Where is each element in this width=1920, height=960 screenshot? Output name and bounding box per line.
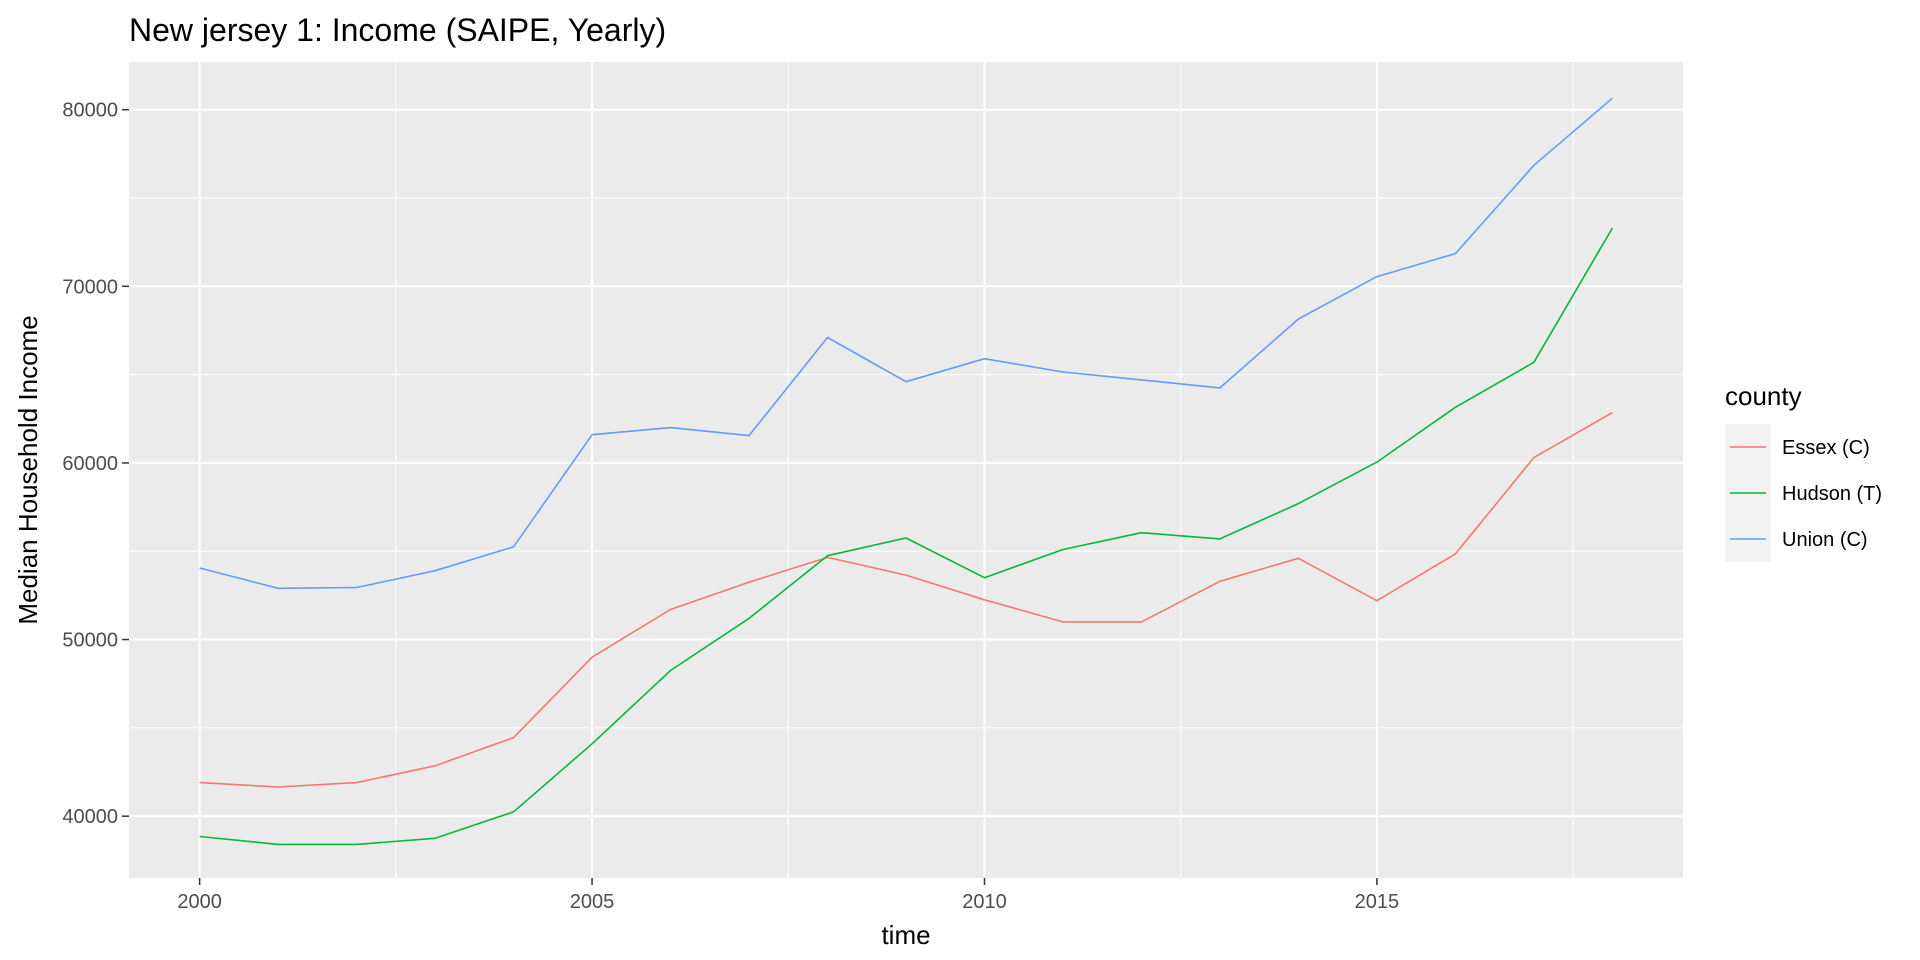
major-gridlines xyxy=(129,62,1683,878)
y-tick-label: 60000 xyxy=(62,453,118,475)
legend-title: county xyxy=(1725,381,1802,411)
legend-label: Hudson (T) xyxy=(1782,483,1882,505)
series-line-hudson-t xyxy=(199,227,1614,846)
y-axis: 40000 50000 60000 70000 80000 xyxy=(62,100,129,828)
x-axis: 2000 2005 2010 2015 xyxy=(177,878,1399,913)
series-line-essex-c xyxy=(199,411,1613,788)
legend-label: Union (C) xyxy=(1782,529,1868,551)
legend: county Essex (C) Hudson (T) Union (C) xyxy=(1725,381,1882,562)
x-tick-label: 2000 xyxy=(177,891,222,913)
plot-panel xyxy=(129,62,1683,878)
y-tick-label: 40000 xyxy=(62,806,118,828)
x-tick-label: 2005 xyxy=(570,891,615,913)
x-tick-label: 2015 xyxy=(1355,891,1400,913)
y-axis-title: Median Household Income xyxy=(13,315,43,624)
series-lines xyxy=(199,97,1614,846)
x-axis-title: time xyxy=(881,920,930,950)
chart-title: New jersey 1: Income (SAIPE, Yearly) xyxy=(129,12,666,48)
legend-label: Essex (C) xyxy=(1782,437,1870,459)
legend-items: Essex (C) Hudson (T) Union (C) xyxy=(1725,424,1882,562)
y-tick-label: 80000 xyxy=(62,100,118,122)
x-tick-label: 2010 xyxy=(962,891,1007,913)
y-tick-label: 50000 xyxy=(62,630,118,652)
y-tick-label: 70000 xyxy=(62,276,118,298)
minor-gridlines xyxy=(129,62,1683,878)
series-line-union-c xyxy=(199,97,1613,590)
